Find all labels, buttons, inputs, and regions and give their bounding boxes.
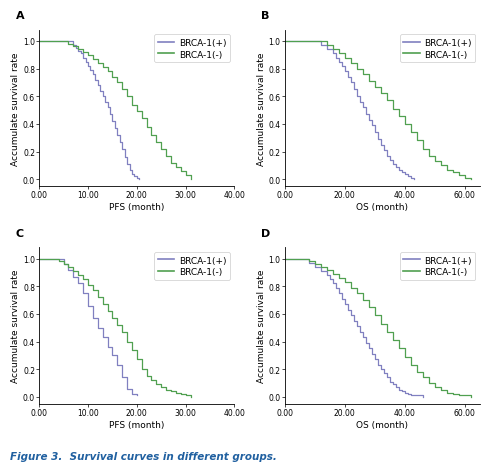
Y-axis label: Accumulate survival rate: Accumulate survival rate [256,52,266,165]
X-axis label: OS (month): OS (month) [356,203,408,212]
Legend: BRCA-1(+), BRCA-1(-): BRCA-1(+), BRCA-1(-) [400,252,475,280]
Legend: BRCA-1(+), BRCA-1(-): BRCA-1(+), BRCA-1(-) [155,35,230,63]
Text: B: B [261,12,270,21]
Y-axis label: Accumulate survival rate: Accumulate survival rate [256,269,266,382]
Y-axis label: Accumulate survival rate: Accumulate survival rate [11,52,20,165]
X-axis label: OS (month): OS (month) [356,420,408,429]
Text: C: C [16,229,24,238]
Text: A: A [16,12,25,21]
X-axis label: PFS (month): PFS (month) [109,203,164,212]
Legend: BRCA-1(+), BRCA-1(-): BRCA-1(+), BRCA-1(-) [155,252,230,280]
Legend: BRCA-1(+), BRCA-1(-): BRCA-1(+), BRCA-1(-) [400,35,475,63]
X-axis label: PFS (month): PFS (month) [109,420,164,429]
Text: D: D [261,229,271,238]
Y-axis label: Accumulate survival rate: Accumulate survival rate [11,269,20,382]
Text: Figure 3.  Survival curves in different groups.: Figure 3. Survival curves in different g… [10,450,277,461]
